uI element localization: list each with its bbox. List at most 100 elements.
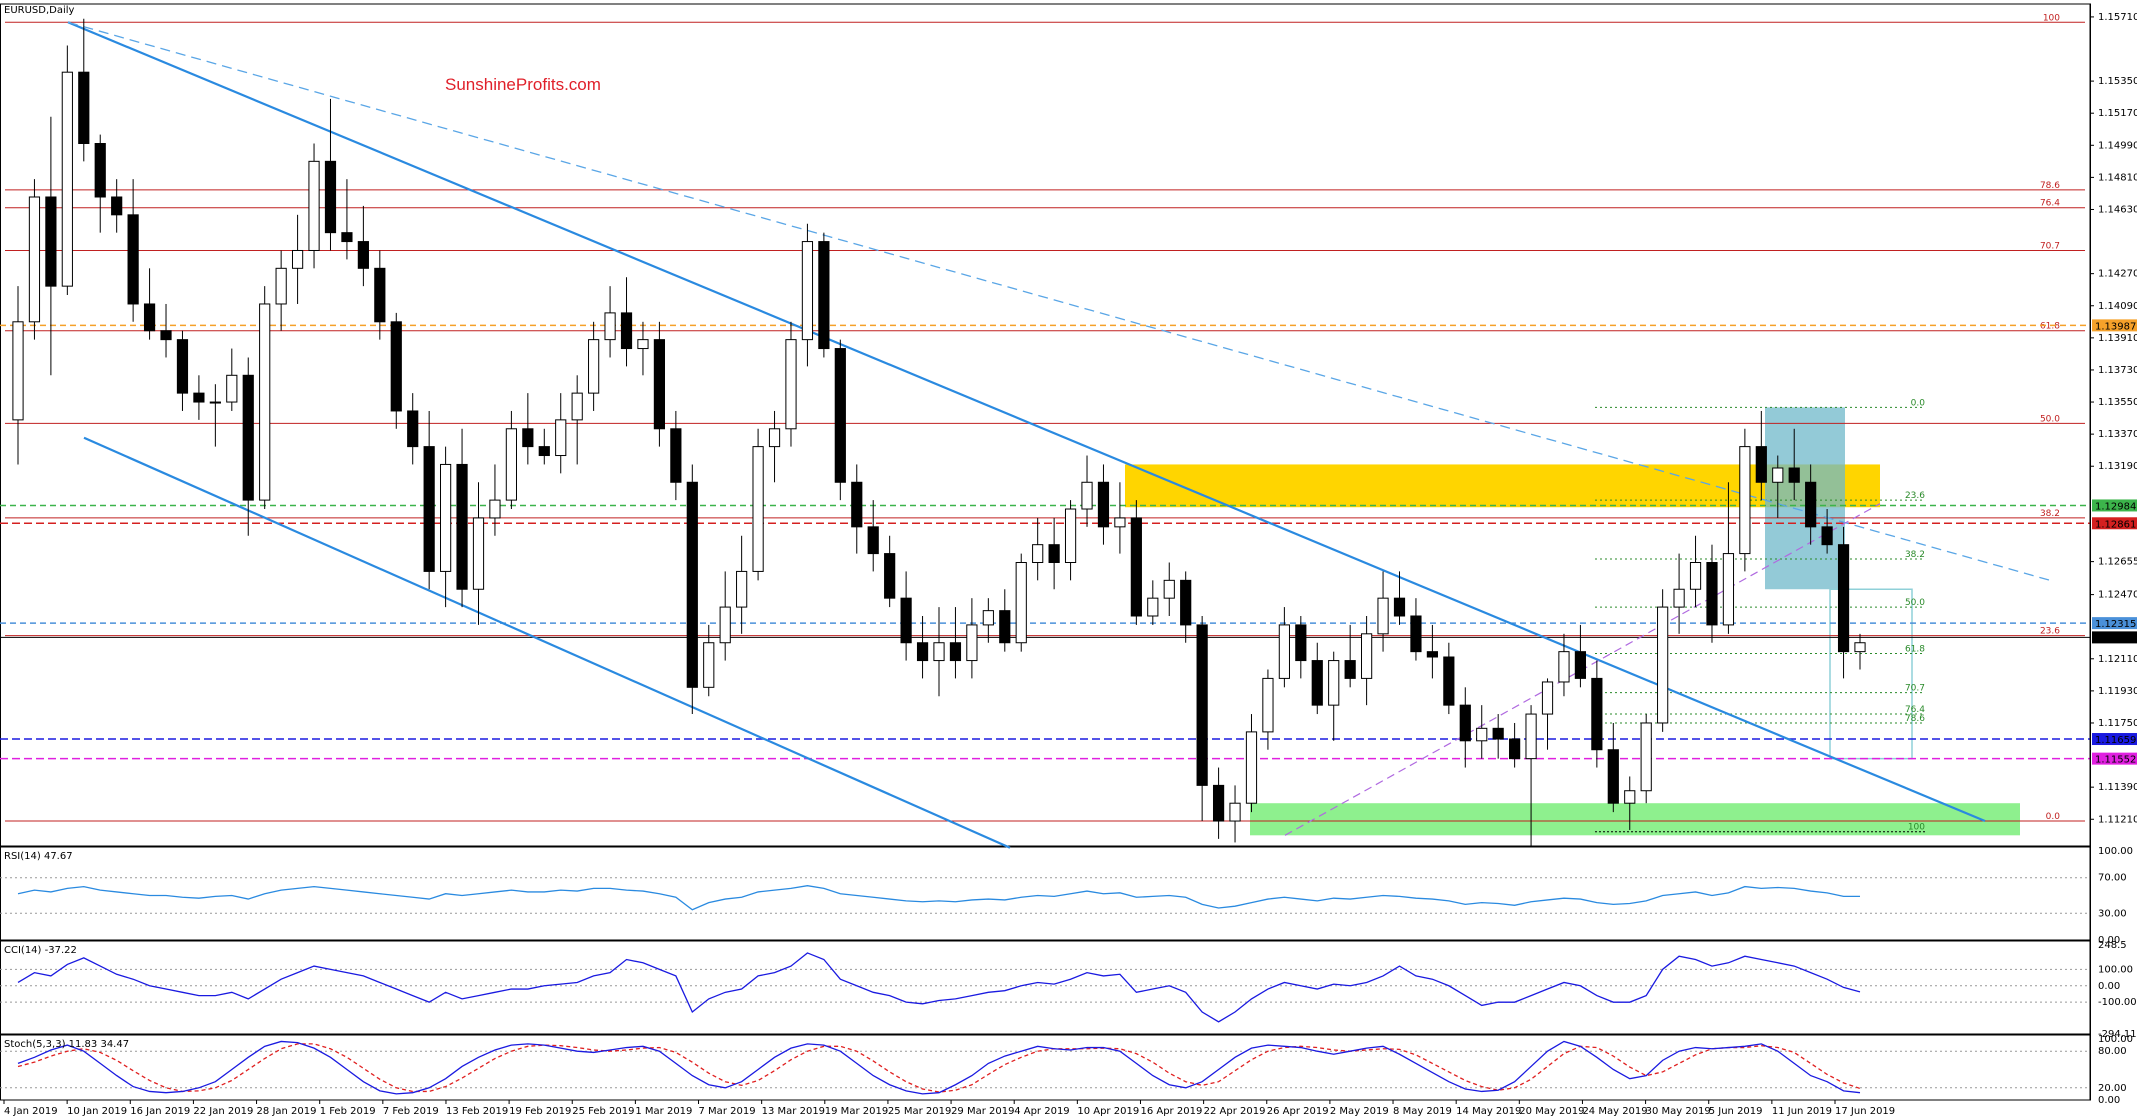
candle-body-bull <box>1114 517 1126 528</box>
candle <box>637 321 649 376</box>
candle-body-bear <box>423 446 435 572</box>
candle-body-bull <box>1640 722 1652 792</box>
green-support-zone <box>1250 803 2020 836</box>
cci-tick-label: -294.11 <box>2098 1029 2137 1040</box>
date-tick-label: 1 Feb 2019 <box>320 1106 376 1117</box>
candle-body-bear <box>1821 526 1833 546</box>
price-tag: 1.13987 <box>2092 319 2137 332</box>
candle-body-bull <box>1689 562 1702 590</box>
candle-body-bull <box>801 241 814 341</box>
candle <box>226 348 238 411</box>
stoch-panel-frame <box>0 1034 2091 1101</box>
date-tick-label: 4 Apr 2019 <box>1014 1106 1069 1117</box>
candle <box>1032 517 1044 581</box>
candle <box>933 607 945 697</box>
cci-tick-label: 248.5 <box>2098 940 2127 951</box>
candle <box>1689 535 1702 608</box>
candle-body-bull <box>588 339 600 394</box>
candle <box>1097 464 1110 545</box>
candle-body-bull <box>1081 481 1093 510</box>
date-tick-label: 11 Jun 2019 <box>1772 1106 1832 1117</box>
cci-label: CCI(14) -37.22 <box>4 945 77 956</box>
candle <box>834 339 846 501</box>
date-tick-label: 10 Jan 2019 <box>67 1106 127 1117</box>
candle-body-bear <box>357 241 369 269</box>
candle-body-bull <box>1015 562 1027 644</box>
candle <box>259 286 271 510</box>
fib-small-label: 23.6 <box>1905 491 1925 501</box>
candle <box>1755 410 1767 501</box>
candle-body-bull <box>226 374 238 403</box>
price-tick-label: 1.12655 <box>2098 557 2137 568</box>
candle <box>1640 714 1652 804</box>
candle-body-bear <box>834 348 846 483</box>
candle-body-bull <box>1541 681 1554 715</box>
cci-panel: CCI(14) -37.22 248.5 100.00 0.00 -100.00 -294… <box>0 940 2137 1040</box>
candle-body-bull <box>1229 802 1241 822</box>
candle-body-bear <box>1344 660 1356 679</box>
candle-body-bear <box>127 214 139 305</box>
candle-body-bull <box>1657 606 1669 724</box>
candle <box>916 615 929 679</box>
candle-body-bull <box>12 321 24 421</box>
candle-body-bear <box>1805 481 1817 528</box>
candle-body-bear <box>45 196 57 287</box>
candle <box>538 428 550 465</box>
stoch-main-line <box>17 1040 1861 1095</box>
price-tag: 1.12315 <box>2092 617 2137 630</box>
date-tick-label: 13 Feb 2019 <box>446 1106 508 1117</box>
candle-body-bull <box>1328 660 1340 706</box>
candle <box>1607 722 1619 813</box>
rsi-panel: RSI(14) 47.67 100.00 70.00 30.00 0.00 <box>0 846 2133 946</box>
candle-body-bull <box>1147 597 1159 617</box>
fib-level-label: 38.2 <box>2040 509 2060 519</box>
fib-level-label: 76.4 <box>2040 199 2060 209</box>
candle <box>949 607 962 679</box>
candle <box>999 589 1011 652</box>
price-tick-label: 1.15710 <box>2098 12 2137 23</box>
candle <box>472 482 485 625</box>
candle <box>1805 464 1817 545</box>
fib-level-label: 0.0 <box>2046 812 2061 822</box>
fib-small-label: 61.8 <box>1905 644 1925 654</box>
candle <box>785 321 797 447</box>
rsi-label: RSI(14) 47.67 <box>4 851 73 862</box>
rsi-panel-frame <box>0 846 2091 941</box>
candle-body-bull <box>982 610 994 626</box>
candle-body-bull <box>768 428 781 448</box>
stoch-signal-line <box>17 1043 1861 1093</box>
candle <box>324 98 337 251</box>
rsi-line <box>17 885 1860 911</box>
candle-body-bear <box>999 610 1011 644</box>
candle <box>28 179 41 340</box>
candle <box>1821 509 1833 554</box>
candle <box>1147 580 1159 625</box>
candle <box>160 303 172 358</box>
candle-body-bull <box>555 419 567 457</box>
candle <box>1837 526 1850 679</box>
candle <box>1180 571 1192 643</box>
candle <box>1541 678 1554 750</box>
fib-level-label: 70.7 <box>2040 241 2060 251</box>
candle <box>884 535 896 608</box>
candle-body-bear <box>620 312 633 350</box>
date-tick-label: 7 Feb 2019 <box>383 1106 439 1117</box>
date-tick-label: 25 Feb 2019 <box>572 1106 634 1117</box>
candle-body-bull <box>1558 651 1570 683</box>
candle <box>1706 544 1718 643</box>
candle <box>1673 553 1685 634</box>
candle <box>1130 500 1142 625</box>
candle <box>176 330 189 411</box>
candle <box>1114 482 1126 554</box>
candle-body-bull <box>1722 553 1735 626</box>
candle <box>1361 615 1373 706</box>
candle <box>1328 651 1340 741</box>
candle <box>505 410 517 510</box>
candle-body-bear <box>1097 481 1110 528</box>
price-tag-bg <box>2092 733 2137 746</box>
date-tick-label: 4 Jan 2019 <box>4 1106 58 1117</box>
rsi-tick-label: 0.00 <box>2098 935 2120 946</box>
candle <box>752 428 764 581</box>
candle-body-bear <box>1459 704 1471 742</box>
candle <box>1722 482 1735 634</box>
